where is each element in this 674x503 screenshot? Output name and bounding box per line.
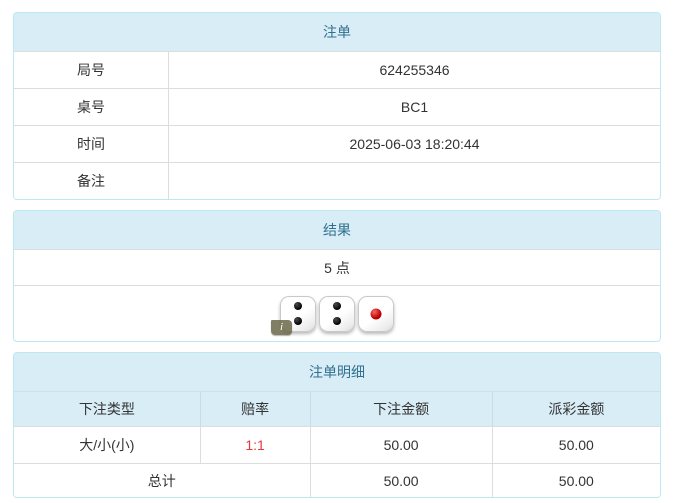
table-row: 桌号 BC1 bbox=[14, 88, 660, 125]
column-header-odds: 赔率 bbox=[201, 392, 311, 426]
die-2-face-2 bbox=[319, 295, 355, 332]
black-pip bbox=[333, 316, 341, 325]
column-header-bet-amount: 下注金额 bbox=[311, 392, 493, 426]
table-row: 局号 624255346 bbox=[14, 51, 660, 88]
bet-details-header-row: 下注类型 赔率 下注金额 派彩金额 bbox=[14, 391, 660, 426]
dice-group: i bbox=[271, 295, 394, 335]
red-pip bbox=[370, 308, 382, 319]
black-pip bbox=[294, 316, 302, 325]
bet-details-panel: 注单明细 下注类型 赔率 下注金额 派彩金额 大/小(小) 1:1 50.00 … bbox=[13, 352, 661, 498]
bet-order-title: 注单 bbox=[14, 13, 660, 51]
black-pip bbox=[333, 302, 341, 311]
remark-label: 备注 bbox=[14, 163, 170, 199]
column-header-bet-type: 下注类型 bbox=[14, 392, 201, 426]
die-3-face-1 bbox=[358, 295, 394, 332]
round-number-value: 624255346 bbox=[379, 62, 450, 78]
table-row: 时间 2025-06-03 18:20:44 bbox=[14, 125, 660, 162]
total-payout-amount: 50.00 bbox=[558, 472, 594, 489]
time-value: 2025-06-03 18:20:44 bbox=[349, 136, 480, 152]
info-icon[interactable]: i bbox=[271, 319, 292, 335]
column-header-payout-amount: 派彩金额 bbox=[548, 401, 605, 417]
result-title: 结果 bbox=[14, 211, 660, 249]
bet-type-value: 大/小(小) bbox=[14, 427, 201, 463]
result-points: 5 点 bbox=[14, 249, 660, 285]
table-number-label: 桌号 bbox=[14, 89, 170, 125]
time-label: 时间 bbox=[14, 126, 170, 162]
table-number-value: BC1 bbox=[400, 99, 429, 115]
dice-row: i bbox=[14, 285, 660, 341]
odds-value: 1:1 bbox=[201, 427, 311, 463]
bet-order-panel: 注单 局号 624255346 桌号 BC1 时间 2025-06-03 18:… bbox=[13, 12, 661, 200]
table-row: 备注 bbox=[14, 162, 660, 199]
result-panel: 结果 5 点 i bbox=[13, 210, 661, 342]
table-row: 大/小(小) 1:1 50.00 50.00 bbox=[14, 426, 660, 463]
remark-value bbox=[169, 163, 660, 199]
payout-amount-value: 50.00 bbox=[558, 437, 594, 453]
total-label: 总计 bbox=[14, 464, 311, 497]
total-bet-amount: 50.00 bbox=[311, 464, 493, 497]
round-number-label: 局号 bbox=[14, 52, 170, 88]
bet-amount-value: 50.00 bbox=[311, 427, 493, 463]
black-pip bbox=[294, 302, 302, 311]
total-row: 总计 50.00 50.00 bbox=[14, 463, 660, 497]
bet-details-title: 注单明细 bbox=[14, 353, 660, 391]
